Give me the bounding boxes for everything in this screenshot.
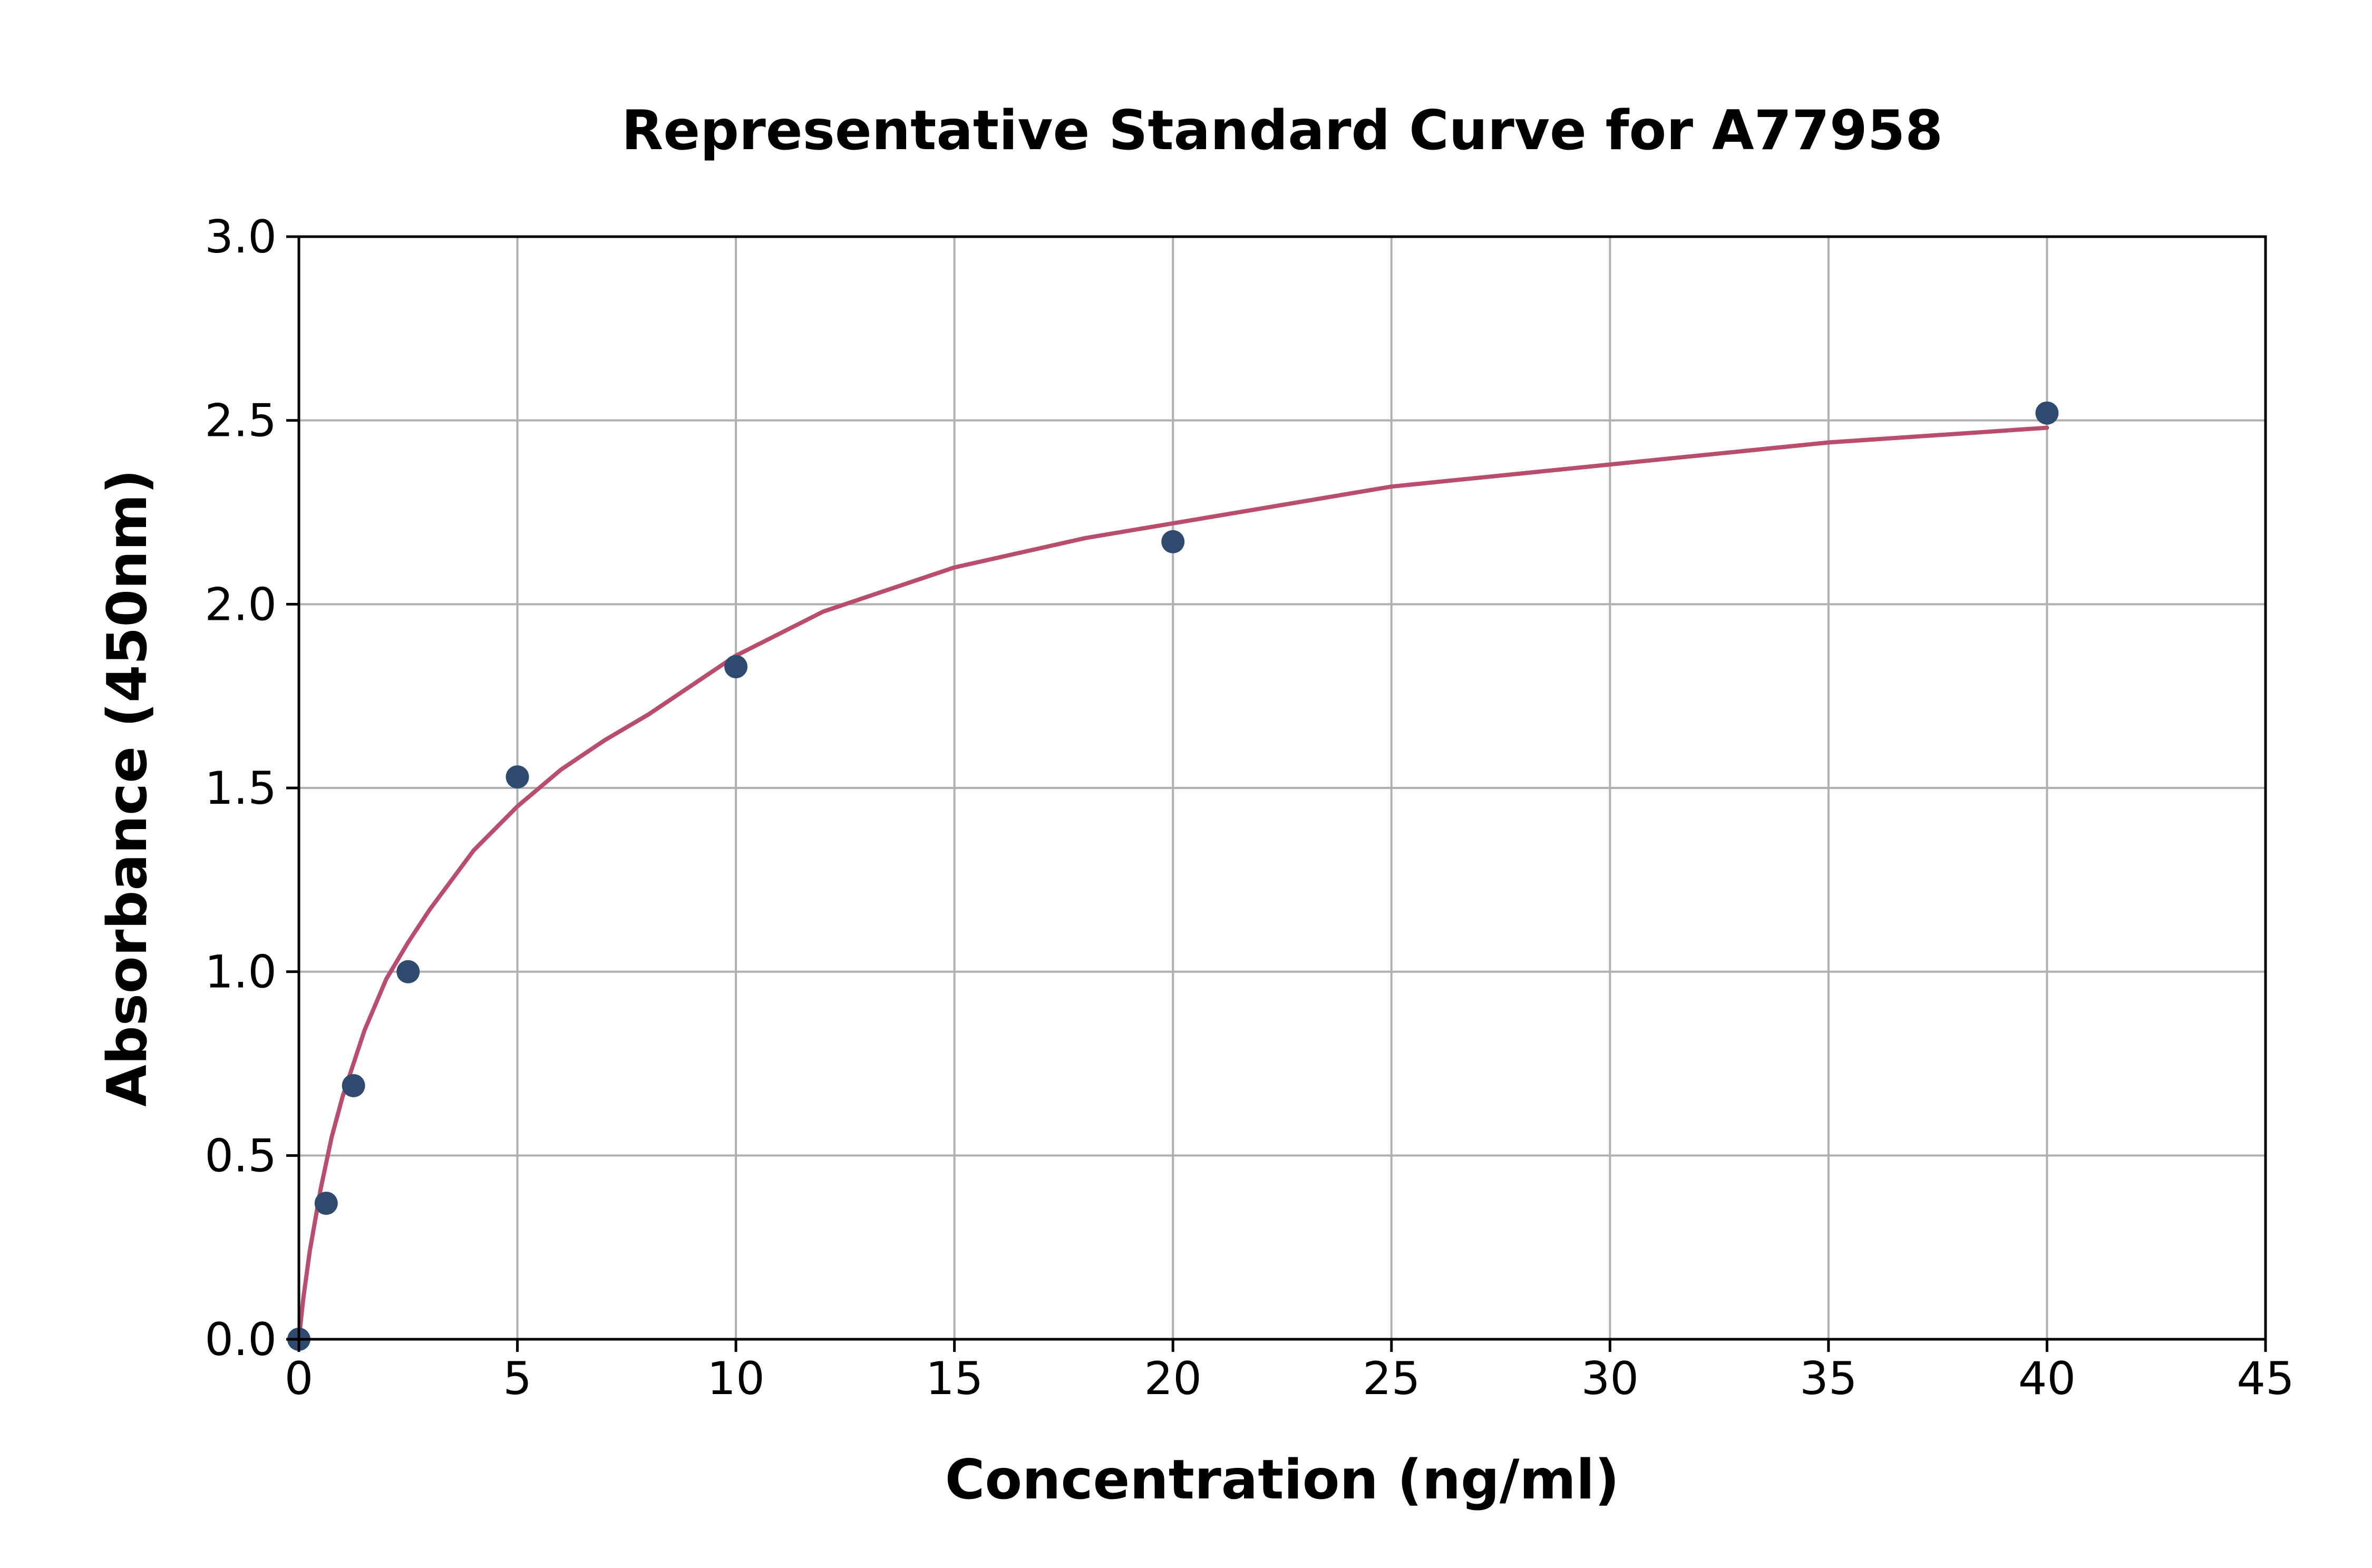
data-point xyxy=(342,1074,365,1097)
x-tick-label: 25 xyxy=(1363,1352,1420,1405)
data-point xyxy=(396,960,420,983)
y-tick-label: 2.5 xyxy=(205,395,277,447)
y-axis-label: Absorbance (450nm) xyxy=(96,469,159,1106)
y-tick-label: 2.0 xyxy=(205,578,277,631)
y-tick-label: 1.0 xyxy=(205,946,277,999)
x-axis-label: Concentration (ng/ml) xyxy=(945,1448,1619,1512)
axis-ticks: 0 5 10 15 20 25 30 35 40 45 0.0 0.5 1.0 1.5 2.0 2.5 3.0 xyxy=(205,211,2295,1405)
x-tick-label: 35 xyxy=(1800,1352,1857,1405)
data-point xyxy=(505,765,529,789)
data-point xyxy=(2035,401,2059,425)
data-point xyxy=(1161,530,1185,553)
x-tick-label: 15 xyxy=(926,1352,983,1405)
y-tick-label: 3.0 xyxy=(205,211,277,264)
data-point xyxy=(724,655,748,678)
fit-curve-layer xyxy=(297,425,2049,1341)
x-tick-label: 5 xyxy=(503,1352,532,1405)
x-tick-label: 40 xyxy=(2018,1352,2076,1405)
x-tick-label: 20 xyxy=(1144,1352,1202,1405)
x-tick-label: 45 xyxy=(2237,1352,2294,1405)
x-tick-label: 30 xyxy=(1581,1352,1639,1405)
x-tick-label: 0 xyxy=(285,1352,314,1405)
data-point xyxy=(314,1191,338,1215)
fit-curve-line xyxy=(297,425,2049,1341)
x-tick-label: 10 xyxy=(707,1352,764,1405)
y-tick-label: 0.0 xyxy=(205,1313,277,1366)
chart-title: Representative Standard Curve for A77958 xyxy=(621,99,1943,162)
y-tick-label: 1.5 xyxy=(205,762,277,815)
y-tick-label: 0.5 xyxy=(205,1129,277,1182)
